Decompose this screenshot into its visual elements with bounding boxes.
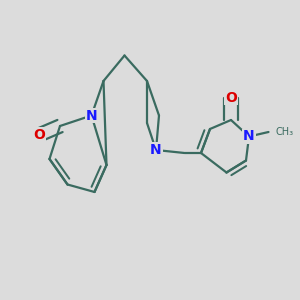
Text: N: N bbox=[150, 143, 162, 157]
Text: O: O bbox=[33, 128, 45, 142]
Text: O: O bbox=[225, 91, 237, 104]
Text: N: N bbox=[243, 130, 255, 143]
Text: N: N bbox=[86, 109, 97, 122]
Text: CH₃: CH₃ bbox=[276, 127, 294, 137]
